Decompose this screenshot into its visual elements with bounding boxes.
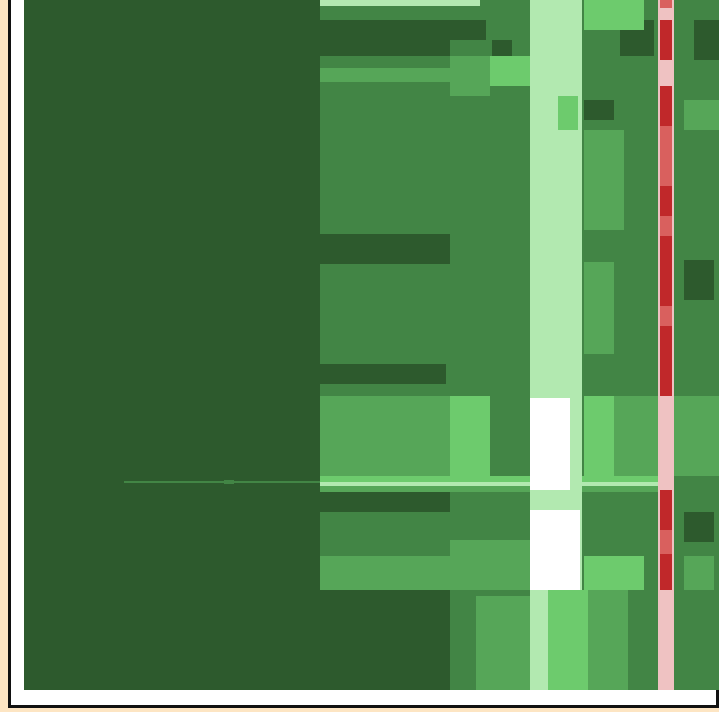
heatmap-cell-17 [320,556,450,590]
heatmap-cell-57 [660,186,672,216]
heatmap-cell-12 [320,476,718,482]
heatmap-cell-2 [320,0,480,6]
heatmap-cell-15 [320,492,450,512]
heatmap-cell-9 [320,364,446,384]
heatmap-cell-36 [530,510,580,590]
heatmap-cell-42 [548,590,588,690]
heatmap-cell-66 [124,481,320,483]
heatmap-cell-32 [614,396,660,476]
heatmap-cell-67 [224,480,234,484]
heatmap-cell-64 [660,554,672,590]
heatmap-cell-18 [320,590,450,690]
heatmap-cell-51 [684,512,714,542]
heatmap-cell-65 [660,0,672,8]
heatmap-cell-50 [674,396,719,476]
heatmap-cell-5 [320,68,450,82]
heatmap-cell-23 [484,130,504,180]
heatmap-cell-14 [320,486,718,492]
heatmap-cell-56 [660,126,672,186]
heatmap-cell-35 [530,398,570,490]
heatmap-cell-60 [660,306,672,326]
heatmap-svg [24,0,719,690]
heatmap-cell-58 [660,216,672,236]
heatmap-cell-37 [450,540,530,590]
heatmap-cell-13 [320,482,718,486]
heatmap-cell-34 [558,96,578,130]
heatmap-cell-52 [684,556,714,590]
heatmap-cell-11 [320,396,450,476]
heatmap-cell-41 [476,596,530,690]
heatmap-cell-10 [320,384,450,396]
heatmap-cell-20 [492,40,512,56]
heatmap-cell-49 [684,260,714,300]
heatmap-cell-63 [660,530,672,554]
heatmap-cell-62 [660,490,672,530]
heatmap-cell-22 [584,100,614,120]
heatmap-cell-4 [320,56,450,68]
heatmap-cell-25 [490,56,530,86]
heatmap-cell-59 [660,236,672,306]
heatmap-cell-44 [628,590,658,690]
heatmap-cell-26 [584,0,644,30]
heatmap-cell-7 [320,234,450,264]
heatmap-cell-8 [320,264,450,364]
heatmap-cell-39 [584,556,644,590]
heatmap-cell-30 [450,396,490,476]
heatmap-cell-3 [320,20,450,56]
heatmap-cell-29 [584,262,614,354]
heatmap-cell-47 [694,20,719,60]
heatmap-cell-38 [584,512,644,552]
heatmap-cell-61 [660,326,672,396]
heatmap-cell-48 [684,100,719,130]
heatmap-cell-16 [320,512,450,556]
heatmap-cell-6 [320,82,450,234]
heatmap-cell-24 [450,56,490,96]
heatmap-cell-19 [450,20,486,40]
heatmap-cell-28 [584,130,624,230]
heatmap-cell-43 [588,590,628,690]
heatmap-cell-55 [660,86,672,126]
heatmap-cell-27 [584,30,620,90]
heatmap-plot [24,0,719,690]
heatmap-cell-54 [660,20,672,60]
